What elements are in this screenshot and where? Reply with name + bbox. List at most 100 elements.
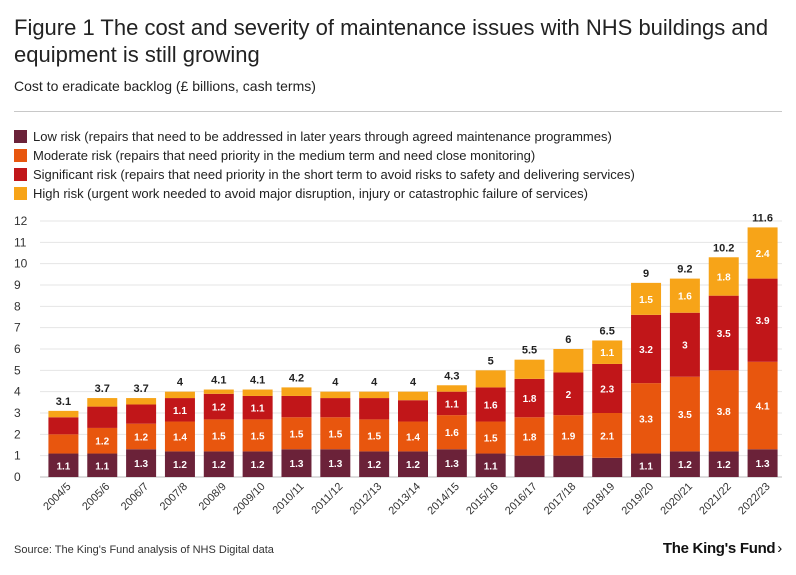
bar-segment-significant bbox=[359, 398, 390, 420]
bar-segment-significant bbox=[281, 395, 312, 418]
y-tick-label: 10 bbox=[14, 257, 28, 271]
bar-data-label: 1.2 bbox=[95, 437, 109, 448]
bar-segment-low bbox=[592, 457, 623, 477]
bar-segment-significant bbox=[398, 400, 428, 422]
bar-data-label: 1.5 bbox=[367, 431, 381, 442]
bar-data-label: 1.6 bbox=[678, 292, 692, 303]
bar-segment-low bbox=[320, 449, 351, 477]
y-tick-label: 7 bbox=[14, 321, 21, 335]
bar-segment-high bbox=[87, 398, 118, 407]
bar-segment-moderate bbox=[203, 419, 234, 452]
bar-data-label: 2 bbox=[566, 390, 572, 401]
bar-total-label: 11.6 bbox=[752, 212, 773, 224]
bar-total-label: 4 bbox=[177, 377, 184, 389]
bar-segment-low bbox=[475, 453, 506, 477]
bar-data-label: 1.1 bbox=[600, 348, 614, 359]
bar-segment-significant bbox=[631, 314, 662, 384]
bar-data-label: 1.5 bbox=[484, 434, 498, 445]
bar-segment-high bbox=[592, 340, 623, 364]
x-tick-label: 2006/7 bbox=[119, 481, 151, 513]
bar-total-label: 4.3 bbox=[444, 370, 459, 382]
bar-total-label: 4.1 bbox=[250, 375, 265, 387]
bar-total-label: 3.7 bbox=[95, 383, 110, 395]
bar-segment-significant bbox=[592, 363, 623, 413]
bar-segment-low bbox=[747, 449, 778, 477]
bar-segment-significant bbox=[48, 417, 79, 435]
bar-total-label: 3.1 bbox=[56, 396, 71, 408]
x-tick-label: 2007/8 bbox=[158, 481, 190, 513]
bar-segment-moderate bbox=[553, 415, 584, 456]
bar-data-label: 1.5 bbox=[212, 431, 226, 442]
bar-segment-low bbox=[436, 449, 467, 477]
bar-segment-significant bbox=[475, 387, 506, 422]
bar-data-label: 1.1 bbox=[95, 461, 109, 472]
bar-data-label: 3 bbox=[682, 341, 688, 352]
legend-item-low: Low risk (repairs that need to be addres… bbox=[14, 127, 635, 146]
bar-segment-high bbox=[281, 387, 312, 396]
bar-data-label: 1.1 bbox=[639, 461, 653, 472]
legend-item-moderate: Moderate risk (repairs that need priorit… bbox=[14, 146, 635, 165]
bar-data-label: 1.5 bbox=[290, 429, 304, 440]
legend-label-high: High risk (urgent work needed to avoid m… bbox=[33, 186, 588, 201]
x-tick-label: 2015/16 bbox=[464, 481, 501, 518]
bar-segment-low bbox=[708, 451, 739, 477]
bar-data-label: 2.1 bbox=[600, 431, 614, 442]
chart-title: Figure 1 The cost and severity of mainte… bbox=[14, 15, 769, 67]
bar-total-label: 9 bbox=[643, 268, 649, 280]
y-tick-label: 8 bbox=[14, 299, 21, 313]
x-tick-label: 2019/20 bbox=[620, 481, 657, 518]
bar-segment-low bbox=[87, 453, 118, 477]
bar-segment-high bbox=[242, 389, 273, 396]
bar-segment-high bbox=[164, 391, 195, 399]
bar-segment-low bbox=[631, 453, 662, 477]
bar-segment-moderate bbox=[87, 427, 118, 454]
bar-segment-high bbox=[747, 227, 778, 279]
x-tick-label: 2014/15 bbox=[425, 481, 462, 518]
bar-data-label: 1.2 bbox=[212, 403, 226, 414]
legend-label-significant: Significant risk (repairs that need prio… bbox=[33, 167, 635, 182]
bar-total-label: 10.2 bbox=[713, 242, 734, 254]
bar-total-label: 5.5 bbox=[522, 345, 537, 357]
source-note: Source: The King's Fund analysis of NHS … bbox=[14, 544, 274, 556]
bar-segment-significant bbox=[320, 398, 351, 418]
bar-segment-moderate bbox=[320, 417, 351, 450]
bar-segment-low bbox=[164, 451, 195, 477]
y-tick-label: 6 bbox=[14, 342, 21, 356]
bar-data-label: 1.9 bbox=[561, 431, 575, 442]
bar-segment-moderate bbox=[126, 423, 157, 450]
y-tick-label: 0 bbox=[14, 470, 21, 484]
y-tick-label: 2 bbox=[14, 427, 21, 441]
bar-segment-low bbox=[126, 449, 157, 477]
title-divider bbox=[14, 111, 782, 112]
bar-segment-moderate bbox=[747, 361, 778, 450]
bar-segment-significant bbox=[708, 295, 739, 371]
legend-item-high: High risk (urgent work needed to avoid m… bbox=[14, 184, 635, 203]
bar-segment-low bbox=[553, 455, 584, 477]
chart-subtitle: Cost to eradicate backlog (£ billions, c… bbox=[14, 78, 316, 94]
bar-data-label: 1.5 bbox=[639, 295, 653, 306]
bar-segment-low bbox=[48, 453, 79, 477]
bar-data-label: 3.8 bbox=[717, 407, 731, 418]
bar-segment-significant bbox=[87, 406, 118, 428]
bar-segment-significant bbox=[553, 372, 584, 416]
x-tick-label: 2011/12 bbox=[309, 481, 345, 517]
bar-segment-significant bbox=[126, 404, 157, 424]
x-tick-label: 2020/21 bbox=[658, 481, 695, 518]
bar-segment-high bbox=[475, 370, 506, 388]
bar-data-label: 1.2 bbox=[173, 460, 187, 471]
bar-data-label: 1.5 bbox=[251, 431, 265, 442]
kings-fund-logo: The King's Fund › bbox=[663, 540, 782, 557]
stacked-bar-chart: 01234567891011121.13.12004/51.11.23.7200… bbox=[14, 212, 782, 518]
bar-segment-moderate bbox=[475, 421, 506, 454]
bar-data-label: 1.2 bbox=[134, 432, 148, 443]
bar-segment-moderate bbox=[436, 415, 467, 450]
bar-segment-low bbox=[669, 451, 700, 477]
bar-data-label: 1.3 bbox=[756, 459, 770, 470]
bar-segment-high bbox=[514, 359, 545, 379]
bar-segment-low bbox=[281, 449, 312, 477]
bar-segment-moderate bbox=[592, 413, 623, 458]
y-tick-label: 11 bbox=[14, 235, 27, 249]
bar-data-label: 3.5 bbox=[717, 329, 731, 340]
bar-total-label: 4 bbox=[332, 377, 339, 389]
bar-segment-significant bbox=[514, 378, 545, 418]
